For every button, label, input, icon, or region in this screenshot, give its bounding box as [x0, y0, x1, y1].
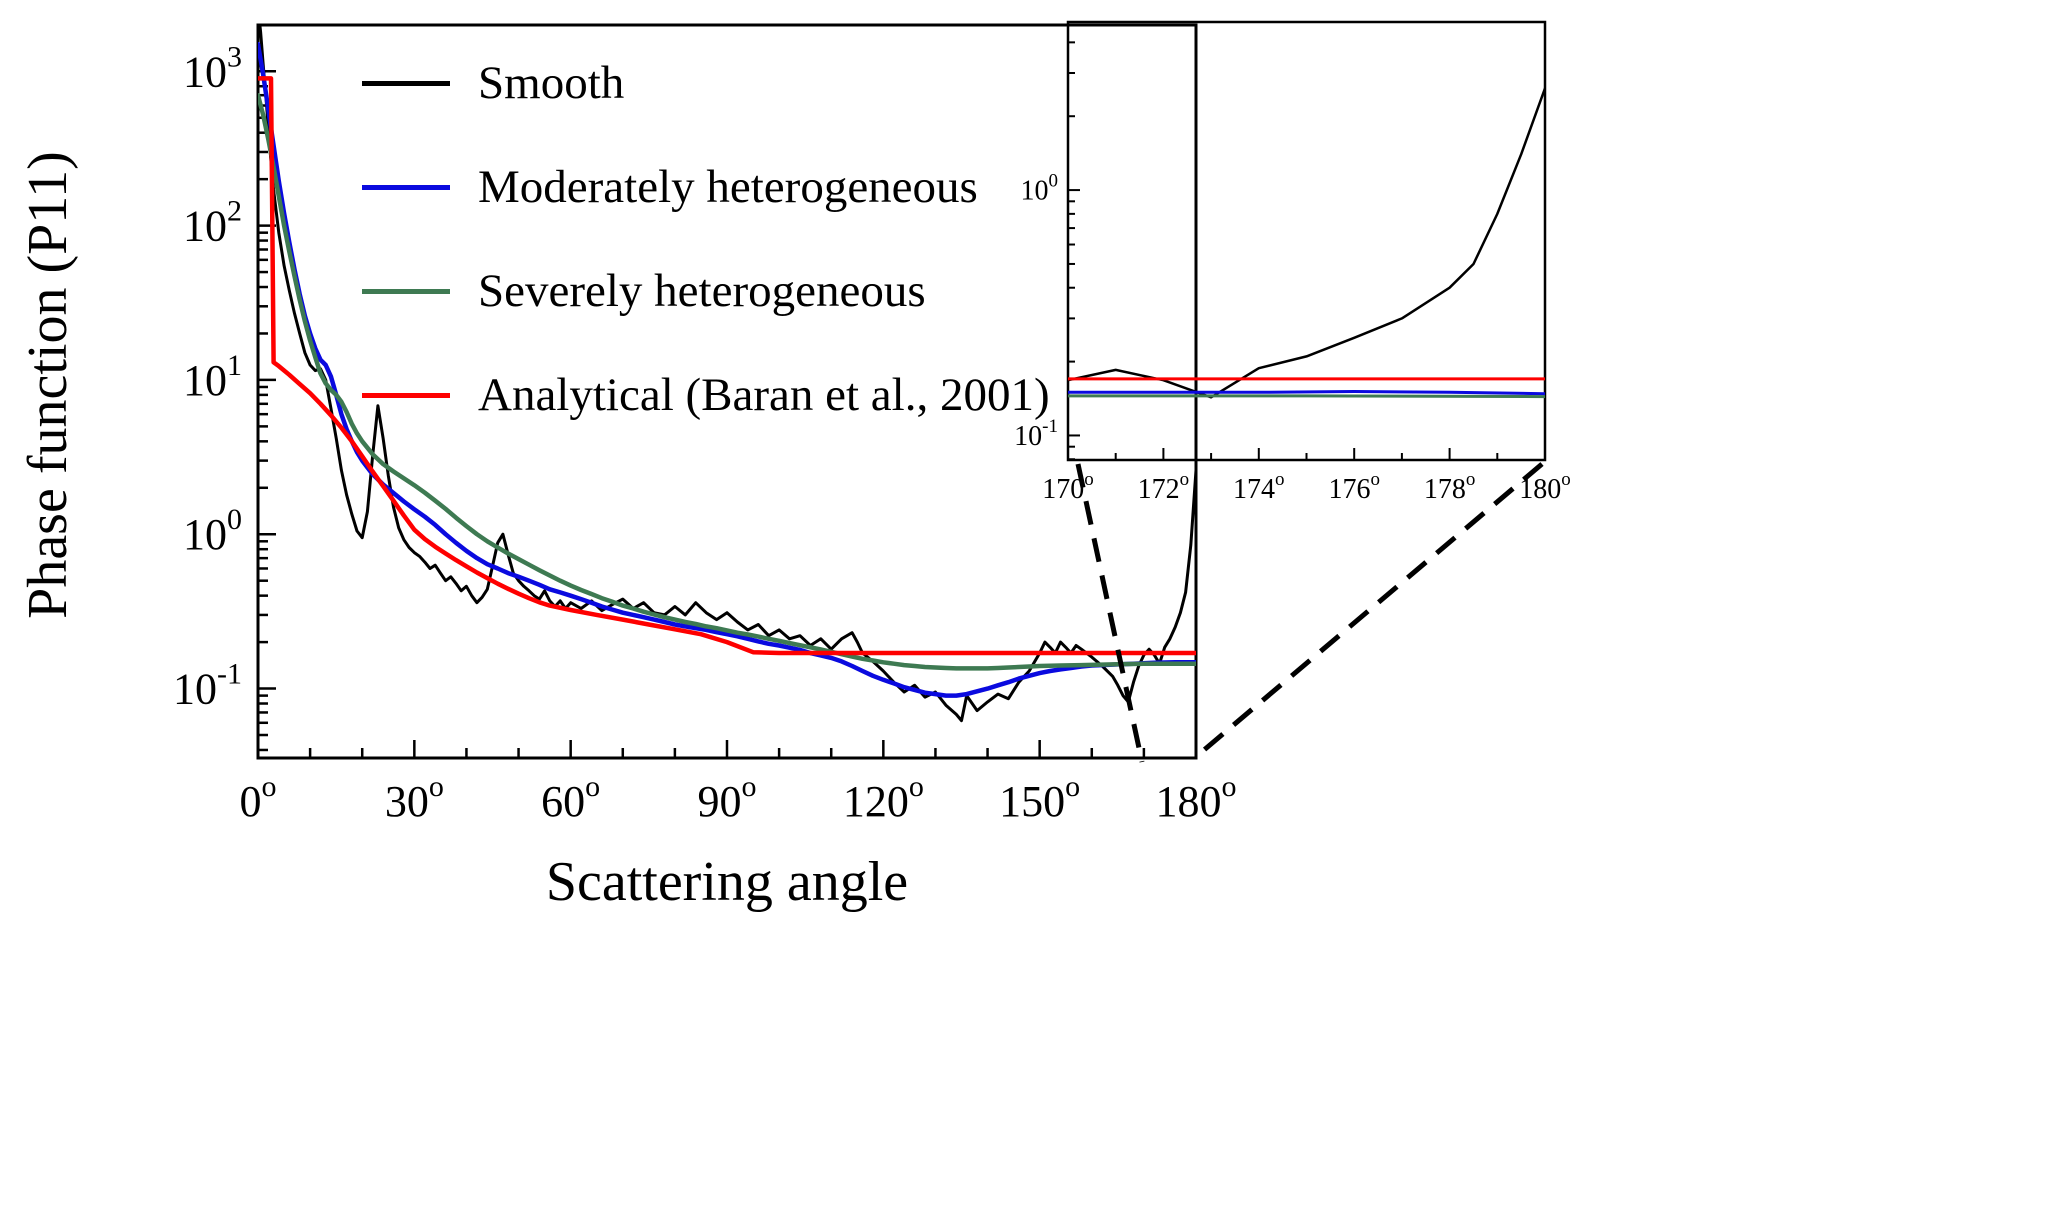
legend-label-moderately-heterogeneous: Moderately heterogeneous: [478, 160, 978, 213]
series-smooth: [258, 25, 1196, 723]
main-plot-y-tick-label: 10-1: [173, 658, 242, 714]
inset-plot-y-tick-label: 100: [1021, 171, 1059, 207]
series-severely-heterogeneous: [258, 92, 1196, 671]
x-axis-label: Scattering angle: [545, 851, 909, 913]
main-plot-x-tick-label: 180o: [1156, 770, 1237, 826]
main-plot-x-tick-label: 90o: [698, 770, 757, 826]
legend-item-analytical: Analytical (Baran et al., 2001): [362, 366, 1050, 424]
legend-label-smooth: Smooth: [478, 56, 625, 109]
main-plot-x-tick-label: 0o: [240, 770, 277, 826]
main-plot-series-group: [258, 25, 1196, 723]
inset-plot-x-tick-label: 174o: [1233, 469, 1285, 505]
inset-plot-x-tick-label: 176o: [1328, 469, 1380, 505]
legend-swatch-analytical: [362, 392, 450, 398]
legend-label-severely-heterogeneous: Severely heterogeneous: [478, 264, 926, 317]
inset-plot-y-tick-label: 10-1: [1014, 416, 1058, 452]
legend-swatch-severely-heterogeneous: [362, 288, 450, 294]
series-analytical-baran-et-al-2001: [258, 76, 1196, 656]
series-smooth: [1068, 87, 1545, 399]
inset-plot-frame: [1066, 20, 1547, 462]
main-plot-y-tick-label: 102: [183, 195, 242, 251]
main-plot-x-tick-label: 150o: [999, 770, 1080, 826]
main-plot-y-tick-label: 103: [183, 40, 242, 96]
legend-item-smooth: Smooth: [362, 54, 1050, 112]
main-plot: 0o 30o 60o 90o 120o 150o 180o 103 102 101 100 10-1: [173, 23, 1237, 826]
legend-item-moderately-heterogeneous: Moderately heterogeneous: [362, 158, 1050, 216]
legend-swatch-moderately-heterogeneous: [362, 184, 450, 190]
zoom-connector-left: [1075, 463, 1145, 763]
inset-plot-x-tick-label: 170o: [1042, 469, 1094, 505]
legend-label-analytical: Analytical (Baran et al., 2001): [478, 368, 1050, 421]
main-plot-x-tick-label: 120o: [843, 770, 924, 826]
main-plot-x-tick-label: 30o: [385, 770, 444, 826]
legend: Smooth Moderately heterogeneous Severely…: [362, 54, 1050, 424]
legend-swatch-smooth: [362, 80, 450, 86]
main-plot-y-tick-label: 101: [183, 349, 242, 405]
inset-plot-series-group: [1068, 87, 1545, 399]
zoom-connector-right: [1202, 462, 1544, 752]
inset-plot-x-tick-label: 178o: [1424, 469, 1476, 505]
legend-item-severely-heterogeneous: Severely heterogeneous: [362, 262, 1050, 320]
main-plot-y-tick-label: 100: [183, 503, 242, 559]
y-axis-label: Phase function (P11): [17, 151, 79, 619]
main-plot-x-tick-label: 60o: [541, 770, 600, 826]
series-moderately-heterogeneous: [258, 41, 1196, 698]
series-moderately-heterogeneous: [1068, 390, 1545, 396]
series-severely-heterogeneous: [1068, 394, 1545, 399]
inset-plot-x-tick-label: 172o: [1138, 469, 1190, 505]
